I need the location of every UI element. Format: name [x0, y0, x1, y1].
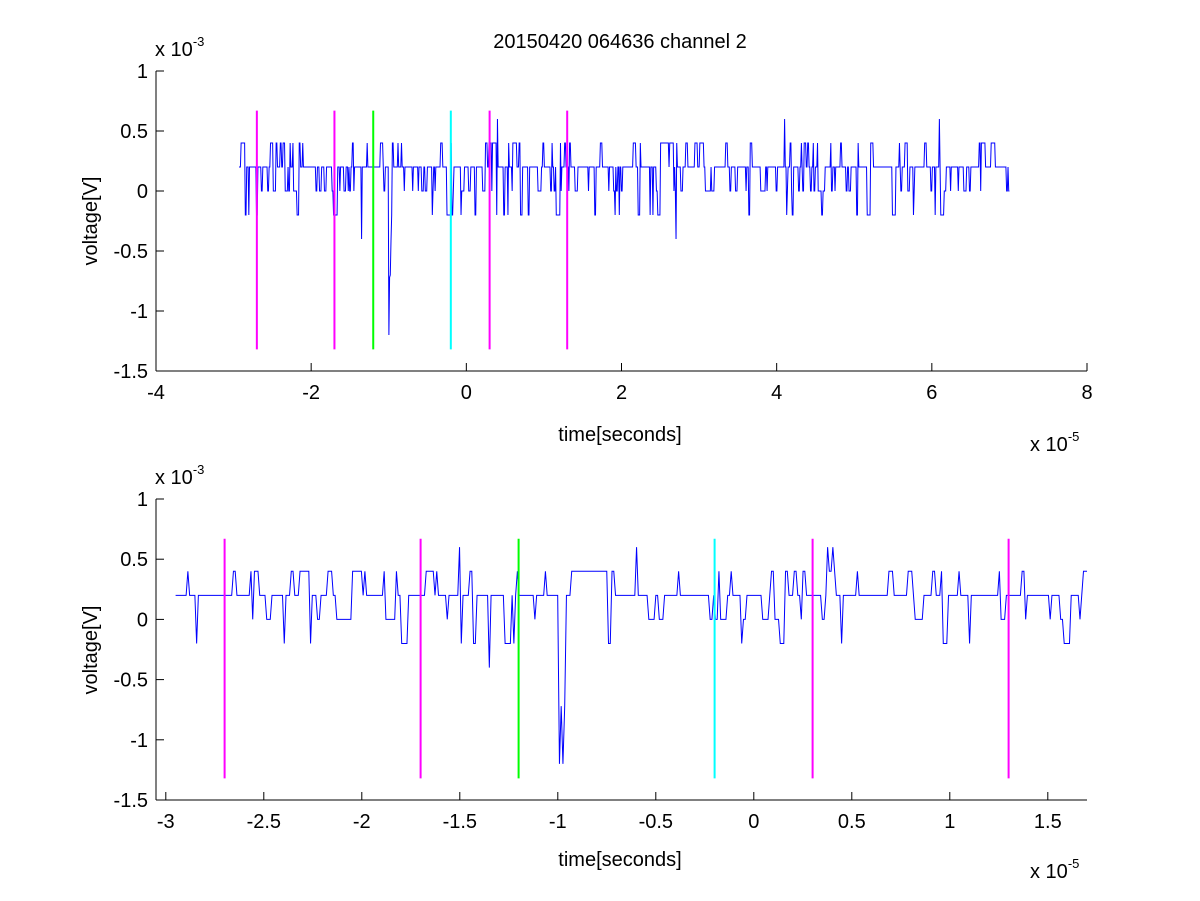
x-tick-label: -1.5 — [443, 811, 477, 833]
x-tick-label: -2.5 — [247, 811, 281, 833]
x-tick-label: -3 — [157, 811, 175, 833]
x-tick-label: -4 — [147, 382, 165, 404]
x-axis-label: time[seconds] — [558, 424, 681, 446]
y-tick-label: -1 — [130, 301, 148, 323]
x-tick-label: 1 — [944, 811, 955, 833]
y-tick-label: -1.5 — [114, 790, 148, 812]
y-tick-label: 1 — [137, 489, 148, 511]
y-tick-label: 1 — [137, 61, 148, 83]
x-tick-label: 0 — [748, 811, 759, 833]
x-axis-label: time[seconds] — [558, 849, 681, 871]
x-tick-label: -2 — [302, 382, 320, 404]
y-tick-label: 0 — [137, 609, 148, 631]
chart-title: 20150420 064636 channel 2 — [493, 31, 747, 53]
bottom-chart: -3 -2.5 -2 -1.5 -1 -0.5 0 0.5 1 1.5 1 0.5 0 -0.5 -1 -1.… — [80, 462, 1087, 883]
signal-series-line — [239, 118, 1010, 336]
y-tick-label: -1.5 — [114, 361, 148, 383]
y-tick-label: 0.5 — [120, 549, 148, 571]
signal-series-line — [175, 547, 1087, 764]
y-tick-label: 0 — [137, 181, 148, 203]
x-multiplier: x 10-5 — [1030, 429, 1079, 456]
x-tick-label: 8 — [1081, 382, 1092, 404]
y-tick-label: -0.5 — [114, 241, 148, 263]
y-tick-label: 0.5 — [120, 121, 148, 143]
x-tick-label: -2 — [353, 811, 371, 833]
x-tick-label: 0.5 — [838, 811, 866, 833]
x-tick-label: 0 — [461, 382, 472, 404]
y-axis-label: voltage[V] — [80, 606, 102, 695]
y-multiplier: x 10-3 — [155, 34, 204, 61]
y-multiplier: x 10-3 — [155, 462, 204, 489]
y-tick-label: -1 — [130, 730, 148, 752]
x-tick-label: 1.5 — [1034, 811, 1062, 833]
y-tick-label: -0.5 — [114, 670, 148, 692]
x-tick-label: 2 — [616, 382, 627, 404]
y-axis-label: voltage[V] — [80, 177, 102, 266]
x-multiplier: x 10-5 — [1030, 856, 1079, 883]
x-tick-label: -1 — [549, 811, 567, 833]
x-tick-label: 4 — [771, 382, 782, 404]
x-tick-label: 6 — [926, 382, 937, 404]
x-tick-label: -0.5 — [639, 811, 673, 833]
top-chart: 20150420 064636 channel 2 -4 -2 0 2 4 6 8 1 0.5 0… — [80, 31, 1093, 456]
